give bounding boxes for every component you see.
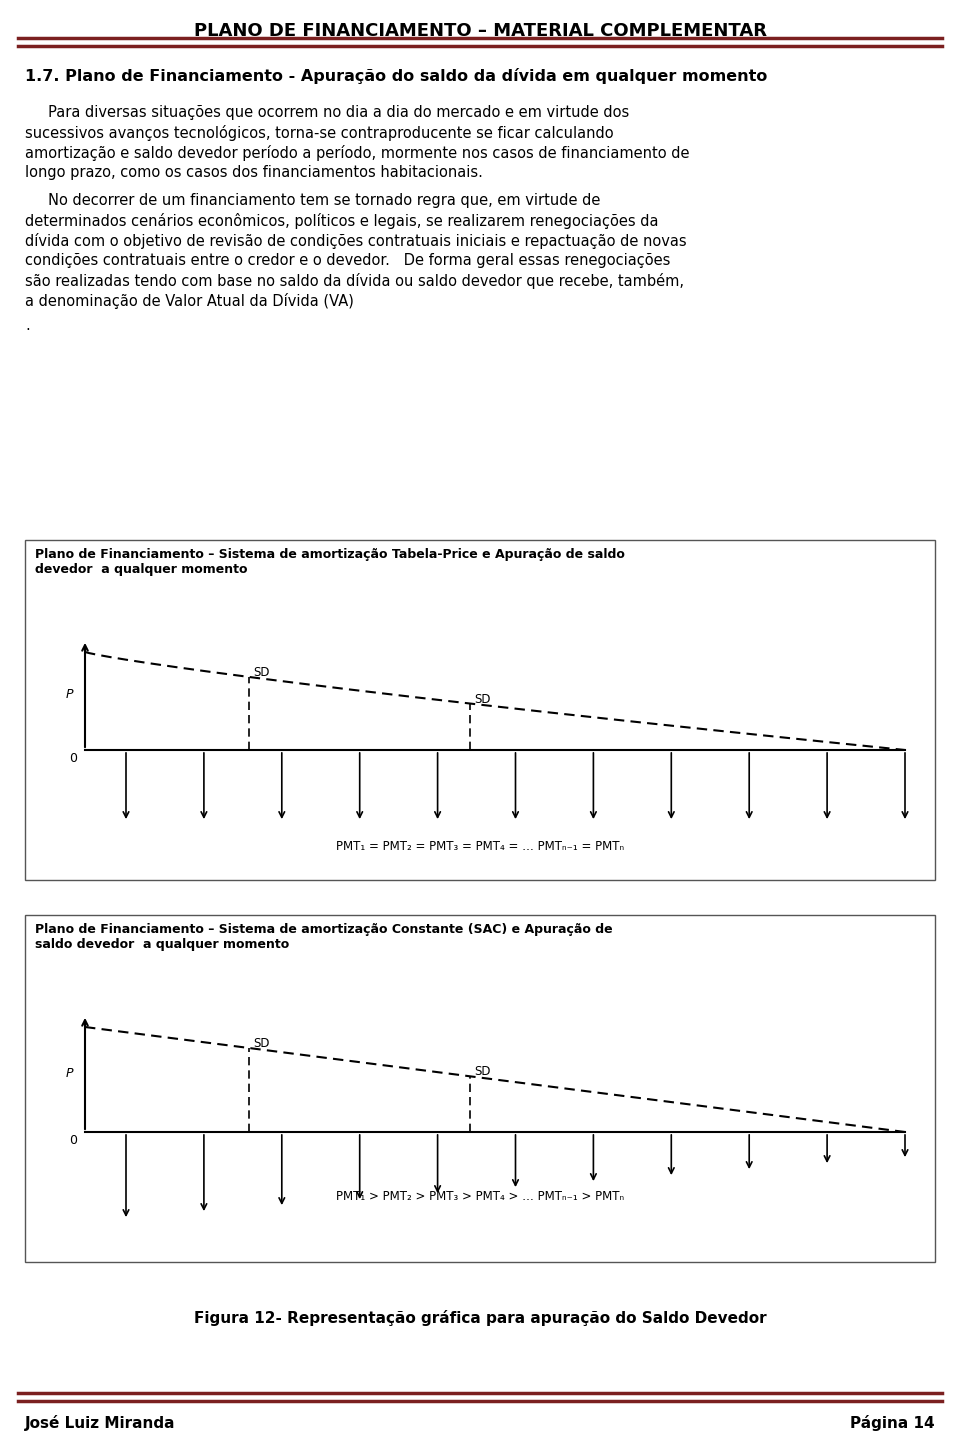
Text: Figura 12- Representação gráfica para apuração do Saldo Devedor: Figura 12- Representação gráfica para ap… [194,1310,766,1326]
Text: SD: SD [253,666,270,679]
Text: SD: SD [474,1065,491,1078]
Text: PLANO DE FINANCIAMENTO – MATERIAL COMPLEMENTAR: PLANO DE FINANCIAMENTO – MATERIAL COMPLE… [194,21,766,40]
Text: Para diversas situações que ocorrem no dia a dia do mercado e em virtude dos: Para diversas situações que ocorrem no d… [25,105,629,120]
Text: P: P [65,689,73,702]
Text: No decorrer de um financiamento tem se tornado regra que, em virtude de: No decorrer de um financiamento tem se t… [25,193,600,208]
Text: SD: SD [474,693,491,706]
Text: José Luiz Miranda: José Luiz Miranda [25,1415,176,1431]
Bar [25,540,935,881]
Text: Página 14: Página 14 [851,1415,935,1431]
Text: 0: 0 [69,752,77,765]
Text: determinados cenários econômicos, políticos e legais, se realizarem renegociaçõe: determinados cenários econômicos, políti… [25,213,659,229]
Text: condições contratuais entre o credor e o devedor.   De forma geral essas renegoc: condições contratuais entre o credor e o… [25,253,670,268]
Text: são realizadas tendo com base no saldo da dívida ou saldo devedor que recebe, ta: são realizadas tendo com base no saldo d… [25,274,684,289]
Text: 1.7. Plano de Financiamento - Apuração do saldo da dívida em qualquer momento: 1.7. Plano de Financiamento - Apuração d… [25,67,767,84]
Bar [25,915,935,1262]
Text: PMT₁ = PMT₂ = PMT₃ = PMT₄ = … PMTₙ₋₁ = PMTₙ: PMT₁ = PMT₂ = PMT₃ = PMT₄ = … PMTₙ₋₁ = P… [336,841,624,853]
Text: sucessivos avanços tecnológicos, torna-se contraproducente se ficar calculando: sucessivos avanços tecnológicos, torna-s… [25,125,613,140]
Text: PMT₁ > PMT₂ > PMT₃ > PMT₄ > … PMTₙ₋₁ > PMTₙ: PMT₁ > PMT₂ > PMT₃ > PMT₄ > … PMTₙ₋₁ > P… [336,1190,624,1203]
Text: SD: SD [253,1037,270,1050]
Text: Plano de Financiamento – Sistema de amortização Constante (SAC) e Apuração de
sa: Plano de Financiamento – Sistema de amor… [35,924,612,951]
Text: dívida com o objetivo de revisão de condições contratuais iniciais e repactuação: dívida com o objetivo de revisão de cond… [25,233,686,249]
Text: amortização e saldo devedor período a período, mormente nos casos de financiamen: amortização e saldo devedor período a pe… [25,145,689,160]
Text: .: . [25,318,30,334]
Text: 0: 0 [69,1134,77,1147]
Text: a denominação de Valor Atual da Dívida (VA): a denominação de Valor Atual da Dívida (… [25,294,354,309]
Text: Plano de Financiamento – Sistema de amortização Tabela-Price e Apuração de saldo: Plano de Financiamento – Sistema de amor… [35,548,625,576]
Text: longo prazo, como os casos dos financiamentos habitacionais.: longo prazo, como os casos dos financiam… [25,165,483,180]
Text: P: P [65,1067,73,1080]
